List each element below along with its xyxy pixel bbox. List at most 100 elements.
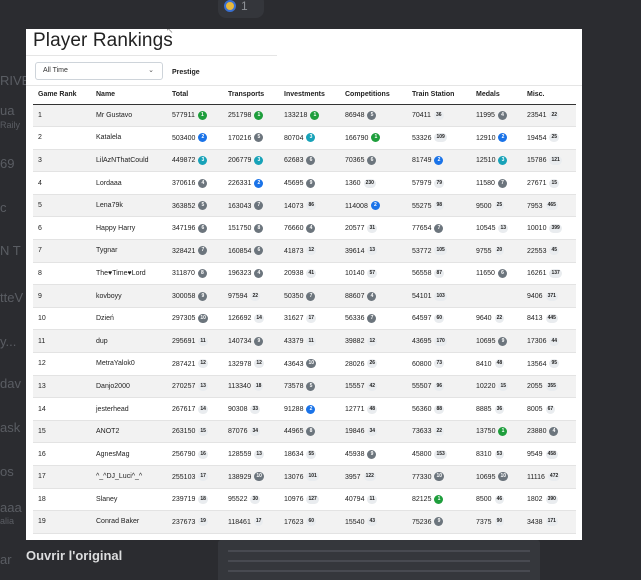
player-name: Slaney xyxy=(91,487,167,511)
rank-badge: 16 xyxy=(198,449,208,459)
rank-badge: 6 xyxy=(367,155,377,165)
rank-badge: 4 xyxy=(198,178,208,188)
rank-badge: 4 xyxy=(306,223,316,233)
player-name: The♥Time♥Lord xyxy=(91,261,167,285)
score-value: 9549 xyxy=(527,451,543,459)
investments-cell: 20938 41 xyxy=(279,261,340,285)
rank-badge: 41 xyxy=(306,268,317,278)
tab-prestige[interactable]: Prestige xyxy=(172,69,200,76)
score-value: 44965 xyxy=(284,428,304,436)
rank-badge: 60 xyxy=(434,314,445,324)
score-value: 10140 xyxy=(345,270,365,278)
rank-cell: 15 xyxy=(33,419,91,443)
medals-cell: 8310 53 xyxy=(471,442,522,466)
medals-cell xyxy=(471,284,522,308)
score-value: 45938 xyxy=(345,451,365,459)
rank-cell: 12 xyxy=(33,352,91,376)
rank-badge: 20 xyxy=(494,246,505,256)
score-value: 251798 xyxy=(228,112,252,120)
column-header[interactable]: Name xyxy=(91,86,167,105)
total-cell: 370616 4 xyxy=(167,171,223,195)
rank-badge: 2 xyxy=(498,133,508,143)
train-station-cell: 75236 9 xyxy=(407,510,471,534)
rank-badge: 101 xyxy=(306,472,319,482)
rank-badge: 8 xyxy=(306,427,316,437)
column-header[interactable]: Investments xyxy=(279,86,340,105)
rank-badge: 79 xyxy=(434,178,445,188)
rank-badge: 36 xyxy=(494,404,505,414)
score-value: 88607 xyxy=(345,292,365,300)
score-value: 12771 xyxy=(345,405,365,413)
score-value: 64597 xyxy=(412,315,432,323)
table-header-row: Game Rank Name Total Transports Investments C… xyxy=(33,86,576,105)
background-sidebar-text: alia xyxy=(0,516,15,526)
score-value: 13564 xyxy=(527,360,547,368)
score-value: 10976 xyxy=(284,496,304,504)
competitions-cell: 10140 57 xyxy=(340,261,407,285)
competitions-cell: 114008 2 xyxy=(340,193,407,217)
score-value: 11116 xyxy=(527,473,545,481)
score-value: 45695 xyxy=(284,179,304,187)
investments-cell: 45695 9 xyxy=(279,171,340,195)
rank-badge: 42 xyxy=(367,381,378,391)
rank-cell: 3 xyxy=(33,148,91,172)
rank-badge: 5 xyxy=(254,133,264,143)
medals-cell: 8885 36 xyxy=(471,397,522,421)
player-name: Katalela xyxy=(91,126,167,150)
misc-cell: 10015293 xyxy=(522,532,576,540)
column-header[interactable]: Game Rank xyxy=(33,86,91,105)
investments-cell: 43379 11 xyxy=(279,329,340,353)
medals-cell: 10695 9 xyxy=(471,329,522,353)
total-cell: 263150 15 xyxy=(167,419,223,443)
rank-badge: 17 xyxy=(306,314,317,324)
rank-badge: 34 xyxy=(250,427,261,437)
open-original-link[interactable]: Ouvrir l'original xyxy=(26,548,123,563)
column-header[interactable]: Competitions xyxy=(340,86,407,105)
rank-badge: 4 xyxy=(497,110,507,120)
rank-badge: 25 xyxy=(549,133,560,143)
score-value: 138929 xyxy=(228,473,252,481)
misc-cell: 11116 472 xyxy=(522,465,576,489)
rank-badge: 7 xyxy=(497,178,507,188)
transports-cell: 95522 30 xyxy=(223,487,279,511)
rank-badge: 11 xyxy=(367,494,377,504)
rank-badge: 6 xyxy=(254,246,264,256)
column-header[interactable]: Total xyxy=(167,86,223,105)
reaction-pill[interactable]: 1 xyxy=(218,0,264,18)
competitions-cell: 12771 48 xyxy=(340,397,407,421)
score-value: 263150 xyxy=(172,428,196,436)
score-value: 86948 xyxy=(345,112,365,120)
investments-cell: 14073 86 xyxy=(279,193,340,217)
rank-badge: 3 xyxy=(198,155,208,165)
score-value: 45800 xyxy=(412,451,432,459)
score-value: 70411 xyxy=(412,112,431,120)
transports-cell: 226331 2 xyxy=(223,171,279,195)
score-value: 56360 xyxy=(412,405,432,413)
table-row: 17 ^_^DJ_Luci^_^ 255103 17 138929 10 13076 101 3… xyxy=(33,465,576,489)
column-header[interactable]: Transports xyxy=(223,86,279,105)
total-cell: 577911 1 xyxy=(167,103,223,127)
score-value: 53772 xyxy=(412,247,432,255)
misc-cell: 23541 22 xyxy=(522,103,576,127)
player-name: orkette xyxy=(91,532,167,540)
score-value: 11580 xyxy=(476,179,495,187)
background-sidebar-text: ua xyxy=(0,103,15,118)
rank-badge: 171 xyxy=(545,517,558,527)
score-value: 128559 xyxy=(228,451,252,459)
competitions-cell: 15557 42 xyxy=(340,374,407,398)
column-header[interactable]: Misc. xyxy=(522,86,576,105)
time-range-select[interactable]: All Time ⌄ xyxy=(35,62,163,80)
score-value: 97594 xyxy=(228,292,248,300)
rank-badge: 55 xyxy=(306,449,317,459)
rank-badge: 53 xyxy=(494,449,505,459)
rank-badge: 18 xyxy=(198,494,208,504)
rank-badge: 2 xyxy=(434,155,444,165)
column-header[interactable]: Medals xyxy=(471,86,522,105)
investments-cell: 73578 5 xyxy=(279,374,340,398)
rank-badge: 1 xyxy=(434,494,444,504)
rank-badge: 10 xyxy=(306,359,317,369)
column-header[interactable]: Train Station xyxy=(407,86,471,105)
score-value: 16261 xyxy=(527,270,547,278)
player-name: jesterhead xyxy=(91,397,167,421)
misc-cell: 9549 458 xyxy=(522,442,576,466)
